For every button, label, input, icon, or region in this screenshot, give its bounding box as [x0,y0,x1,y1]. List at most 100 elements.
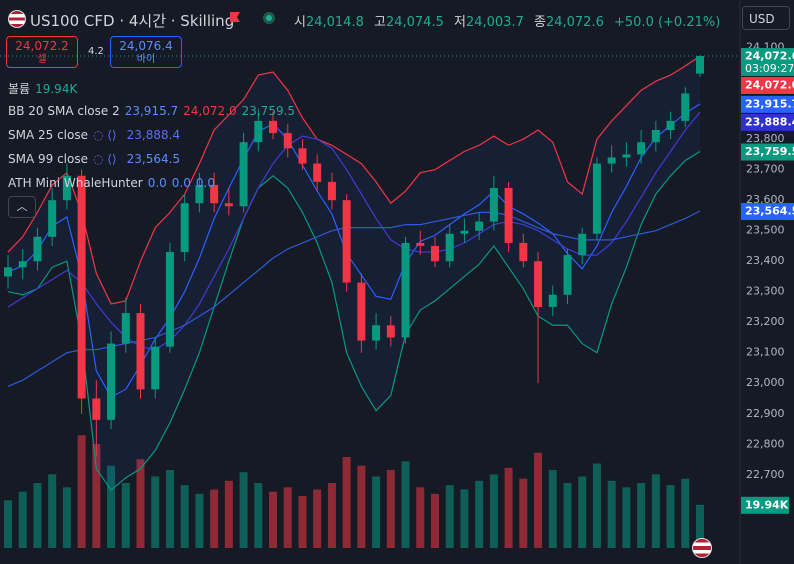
volume-bar [607,480,616,548]
legend-sma25[interactable]: SMA 25 close ◌ ⟨⟩ 23,888.4 [8,128,185,142]
candle-body [151,346,160,390]
y-tick-label: 23,400 [746,254,785,267]
candle-body [622,154,631,158]
volume-bar [416,487,425,548]
legend-name: BB 20 SMA close 2 [8,104,120,118]
close-label: 종 [534,15,546,30]
legend-value: 23,564.5 [126,152,181,166]
high-value: 24,074.5 [385,15,444,30]
volume-bar [504,467,513,548]
legend-value: 19.94K [35,82,78,96]
candle-body [107,343,116,420]
open-value: 24,014.8 [305,15,364,30]
collapse-legend-button[interactable]: ︿ [8,196,36,218]
candle-body [342,200,351,283]
legend-bb[interactable]: BB 20 SMA close 2 23,915.7 24,072.0 23,759.… [8,104,300,118]
candle-body [445,233,454,262]
y-tick-label: 23,100 [746,346,785,359]
candle-body [92,398,101,420]
us-flag-icon [8,10,26,28]
volume-bar [195,493,204,548]
volume-bar [475,480,484,548]
volume-bar [430,493,439,548]
sell-label: 셀 [37,54,47,65]
volume-bar [578,476,587,548]
symbol-title[interactable]: US100 CFD · 4시간 · Skilling [30,12,235,30]
price-marker [741,113,794,131]
high-label: 고 [374,15,386,30]
volume-bar [622,487,631,548]
candle-body [77,175,86,399]
price-marker [741,95,794,113]
candle-body [386,325,395,338]
volume-bar [357,465,366,548]
candle-body [121,313,130,344]
volume-bar [651,474,660,548]
volume-bar [283,487,292,548]
price-marker-label: 23,915.7 [745,97,794,110]
ohlc: 시24,014.8 고24,074.5 저24,003.7 종24,072.6 … [294,11,726,30]
sell-button[interactable]: 24,072.2 셀 [6,36,78,68]
legend-value: 24,072.0 [183,104,237,118]
volume-bar [254,483,263,548]
legend-name: ATH Mini WhaleHunter [8,176,143,190]
y-tick-label: 23,000 [746,376,785,389]
volume-bar [401,461,410,548]
candle-body [180,203,189,253]
volume-bar [372,476,381,548]
legend-value: 0.0 [147,176,167,190]
y-tick-label: 23,600 [746,193,785,206]
y-tick-label: 22,800 [746,437,785,450]
price-marker-label: 23,564.5 [745,205,794,218]
volume-bar [224,480,233,548]
close-value: 24,072.6 [545,15,604,30]
legend-value: 23,915.7 [124,104,179,118]
legend-sma99[interactable]: SMA 99 close ◌ ⟨⟩ 23,564.5 [8,152,185,166]
legend-ath[interactable]: ATH Mini WhaleHunter 0.0 0.0 0.0 [8,176,220,190]
candle-body [563,255,572,295]
volume-bar [313,489,322,548]
volume-bar [445,485,454,548]
volume-bar [548,470,557,548]
volume-bar [269,491,278,548]
volume-bar [210,489,219,548]
candle-body [210,184,219,204]
indicator-line [7,55,701,305]
candle-body [33,236,42,262]
change: +50.0 (+0.21%) [614,15,721,30]
candle-body [298,148,307,164]
buy-button[interactable]: 24,076.4 바이 [110,36,182,68]
candle-body [666,120,675,131]
volume-bar [519,478,528,548]
volume-bar [592,463,601,548]
candle-body [519,242,528,262]
volume-bar [4,500,12,548]
candle-body [269,120,278,134]
flag-icon[interactable] [230,12,240,22]
price-marker-label: 24,072.6 [745,49,794,62]
volume-bar [165,470,174,548]
volume-bar [77,435,86,548]
volume-bar [681,478,690,548]
legend-name: SMA 25 close [8,128,88,142]
candle-body [239,142,248,207]
y-tick-label: 23,200 [746,315,785,328]
candle-body [430,245,439,262]
volume-bar [696,504,704,548]
candle-body [313,163,322,182]
legend-volume[interactable]: 볼륨 19.94K [8,80,82,97]
y-tick-label: 22,700 [746,468,785,481]
price-marker [741,76,794,94]
price-marker-label: 23,888.4 [745,115,794,128]
y-tick-label: 23,500 [746,224,785,237]
legend-value: 0.0 [171,176,191,190]
candle-body [254,120,263,143]
volume-bar [327,483,336,548]
candle-body [651,130,660,143]
legend-icon: ◌ ⟨⟩ [93,152,117,166]
currency-select[interactable]: USD [742,6,790,30]
candle-body [607,157,616,164]
low-label: 저 [454,15,466,30]
price-marker [741,203,794,221]
y-tick-label: 23,800 [746,132,785,145]
